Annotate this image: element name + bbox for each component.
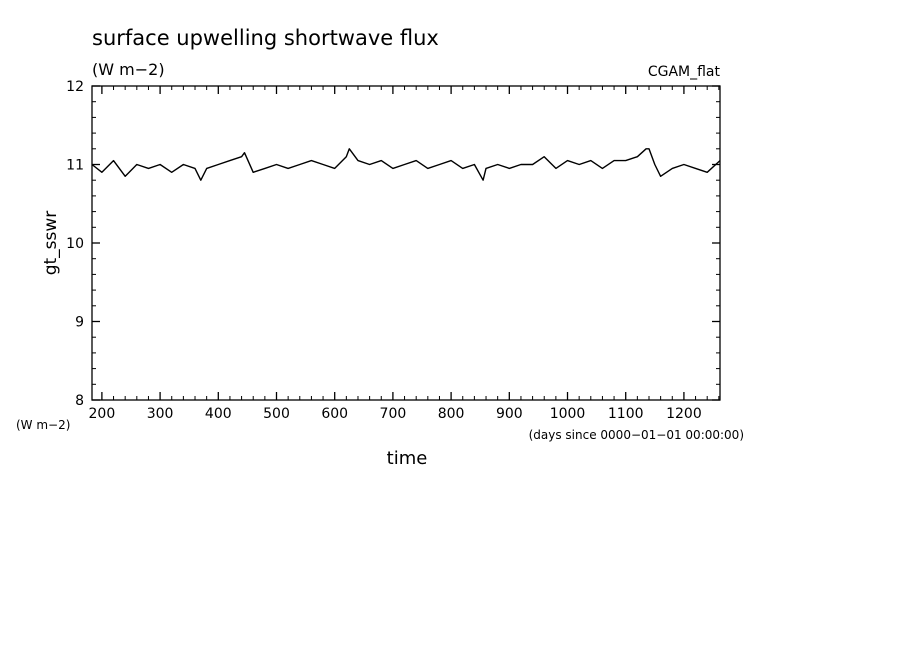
x-tick-label: 500 [263, 406, 290, 422]
units-label: (W m−2) [92, 60, 165, 79]
y-unit-label: (W m−2) [16, 418, 70, 432]
x-axis-label: time [387, 448, 428, 469]
y-tick-label: 10 [66, 236, 84, 252]
x-unit-label: (days since 0000−01−01 00:00:00) [529, 428, 744, 442]
run-label: CGAM_flat [648, 64, 721, 80]
x-tick-label: 600 [321, 406, 348, 422]
y-tick-label: 8 [75, 393, 84, 409]
x-tick-label: 1100 [608, 406, 644, 422]
y-tick-label: 11 [66, 158, 84, 174]
x-tick-label: 800 [438, 406, 465, 422]
x-tick-label: 1000 [550, 406, 586, 422]
x-tick-label: 200 [89, 406, 116, 422]
x-tick-label: 700 [380, 406, 407, 422]
x-tick-label: 300 [147, 406, 174, 422]
y-tick-label: 12 [66, 79, 84, 95]
x-tick-label: 1200 [666, 406, 702, 422]
y-tick-label: 9 [75, 315, 84, 331]
series-line [91, 148, 721, 181]
chart-title: surface upwelling shortwave flux [92, 26, 439, 50]
plot-area: 200 300 400 500 600 700 800 900 1000 1100 1200 8 9 10… [66, 79, 721, 422]
x-tick-label: 400 [205, 406, 232, 422]
plot-frame [91, 85, 721, 401]
x-tick-label: 900 [496, 406, 523, 422]
y-axis-label: gt_sswr [41, 211, 61, 276]
